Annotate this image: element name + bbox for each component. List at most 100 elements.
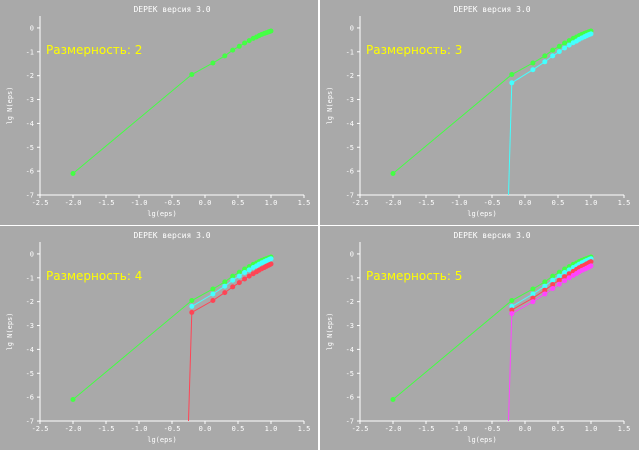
data-point xyxy=(236,269,242,275)
y-tick-label: -7 xyxy=(26,192,34,200)
x-tick-label: -2.0 xyxy=(385,199,402,207)
data-point xyxy=(189,309,195,315)
y-tick-label: -1 xyxy=(26,274,34,282)
data-point xyxy=(530,60,536,66)
data-point xyxy=(210,286,216,292)
data-point xyxy=(230,273,236,279)
chart-title: DEPEK версия 3.0 xyxy=(453,5,530,14)
data-point xyxy=(230,47,236,53)
y-tick-label: -4 xyxy=(346,120,354,128)
data-point xyxy=(236,280,242,286)
series-line xyxy=(188,263,272,422)
x-tick-label: 1.5 xyxy=(298,425,311,433)
x-tick-label: 1.0 xyxy=(265,199,278,207)
y-tick-label: -4 xyxy=(26,346,34,354)
x-tick-label: -1.5 xyxy=(98,425,115,433)
data-point xyxy=(210,60,216,66)
y-tick-label: -1 xyxy=(26,48,34,56)
data-point xyxy=(550,273,556,279)
y-tick-label: -2 xyxy=(26,298,34,306)
data-point xyxy=(509,303,515,309)
series-line xyxy=(508,265,592,422)
y-axis-label: lg N(eps) xyxy=(6,313,14,351)
data-point xyxy=(242,270,248,275)
y-axis-label: lg N(eps) xyxy=(326,313,334,351)
x-tick-label: 0.5 xyxy=(552,425,565,433)
y-tick-label: -5 xyxy=(26,144,34,152)
x-tick-label: -1.0 xyxy=(451,199,468,207)
x-axis-label: lg(eps) xyxy=(147,210,177,218)
data-point xyxy=(530,291,536,297)
dimension-annotation: Размерность: 3 xyxy=(366,43,462,57)
data-point xyxy=(562,45,568,51)
data-point xyxy=(222,53,228,59)
data-point xyxy=(562,270,568,275)
y-tick-label: -1 xyxy=(346,48,354,56)
data-point xyxy=(530,286,536,292)
data-point xyxy=(566,42,572,48)
y-tick-label: -1 xyxy=(346,274,354,282)
data-point xyxy=(390,171,396,176)
data-point xyxy=(222,290,228,296)
data-point xyxy=(210,298,216,303)
data-point xyxy=(530,295,536,301)
y-tick-label: -6 xyxy=(26,168,34,176)
dimension-annotation: Размерность: 5 xyxy=(366,269,462,283)
data-point xyxy=(242,276,248,282)
x-tick-label: 0.5 xyxy=(232,199,245,207)
data-point xyxy=(70,397,76,402)
data-point xyxy=(246,273,252,279)
x-tick-label: -1.5 xyxy=(418,199,435,207)
y-tick-label: 0 xyxy=(350,250,354,258)
y-tick-label: -2 xyxy=(346,298,354,306)
x-tick-label: -1.5 xyxy=(418,425,435,433)
x-tick-label: -2.0 xyxy=(65,425,82,433)
y-tick-label: 0 xyxy=(30,24,34,32)
x-tick-label: -0.5 xyxy=(484,425,501,433)
y-tick-label: -5 xyxy=(346,370,354,378)
data-point xyxy=(230,284,236,290)
x-tick-label: -0.5 xyxy=(164,199,181,207)
data-point xyxy=(509,307,515,313)
data-point xyxy=(236,273,242,279)
data-point xyxy=(542,291,548,297)
y-tick-label: -5 xyxy=(346,144,354,152)
data-point xyxy=(550,277,556,283)
data-point xyxy=(562,274,568,280)
data-point xyxy=(542,279,548,285)
data-point xyxy=(189,298,195,303)
data-point xyxy=(242,266,248,272)
data-point xyxy=(509,298,515,303)
x-tick-label: -2.0 xyxy=(385,425,402,433)
data-point xyxy=(556,277,562,283)
data-point xyxy=(556,281,562,287)
data-point xyxy=(222,279,228,285)
chart-svg: DEPEK версия 3.0 -2.5 -2.0 -1.5 -1.0 -0.5 0.0 0… xyxy=(326,231,630,444)
data-point xyxy=(509,311,515,317)
data-point xyxy=(70,171,76,176)
x-tick-label: 0.0 xyxy=(519,425,532,433)
chart-panel-dim-2: DEPEK версия 3.0 -2.5 -2.0 -1.5 -1.0 -0.5 0.0 0… xyxy=(0,0,318,225)
x-tick-label: 1.5 xyxy=(298,199,311,207)
data-point xyxy=(189,303,195,309)
data-point xyxy=(542,283,548,289)
data-point xyxy=(562,266,568,272)
data-point xyxy=(542,59,548,65)
chart-panel-dim-3: DEPEK версия 3.0 -2.5 -2.0 -1.5 -1.0 -0.5 0.0 0… xyxy=(320,0,639,225)
data-point xyxy=(189,72,195,77)
dimension-annotation: Размерность: 2 xyxy=(46,43,142,57)
y-tick-label: 0 xyxy=(350,24,354,32)
data-point xyxy=(530,299,536,305)
data-point xyxy=(268,28,274,34)
x-tick-label: 0.5 xyxy=(552,199,565,207)
data-point xyxy=(246,38,252,44)
y-axis-label: lg N(eps) xyxy=(6,87,14,125)
data-point xyxy=(588,259,594,265)
y-tick-label: -2 xyxy=(346,72,354,80)
horizontal-separator xyxy=(0,225,639,226)
x-tick-label: -2.5 xyxy=(352,425,369,433)
y-tick-label: -3 xyxy=(26,322,34,330)
data-point xyxy=(556,43,562,49)
data-point xyxy=(588,263,594,269)
